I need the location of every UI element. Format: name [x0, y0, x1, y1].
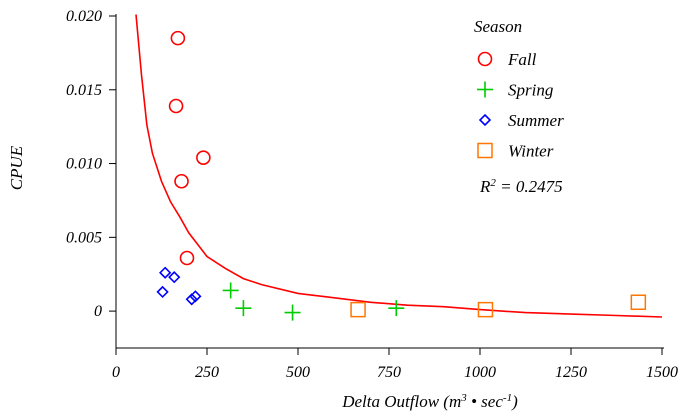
summer-point [168, 271, 181, 284]
winter-point [630, 294, 647, 311]
y-tick-label: 0 [94, 303, 102, 320]
winter-point [350, 301, 366, 318]
spring-point [284, 304, 301, 321]
summer-point [156, 285, 169, 299]
fall-point [170, 30, 186, 46]
x-tick-label: 750 [377, 364, 401, 381]
spring-point [222, 282, 239, 299]
summer-point [185, 293, 198, 306]
legend-marker-spring [477, 81, 493, 98]
x-tick-label: 1500 [646, 364, 678, 381]
x-tick-label: 1000 [464, 364, 496, 381]
legend: Season Fall Spring Summer Winter [474, 17, 564, 161]
r-squared-annotation: R2 = 0.2475 [479, 177, 563, 196]
fall-point [179, 250, 195, 266]
legend-marker-fall [477, 51, 493, 67]
fit-curve-line [135, 14, 663, 318]
legend-marker-summer [478, 113, 492, 127]
spring-point [388, 300, 405, 317]
legend-label-winter: Winter [508, 142, 554, 161]
x-tick-label: 250 [195, 364, 219, 381]
legend-title: Season [474, 17, 522, 36]
legend-label-fall: Fall [507, 50, 537, 69]
legend-label-summer: Summer [508, 111, 564, 130]
x-axis-title: Delta Outflow (m3 • sec-1) [341, 392, 518, 411]
x-tick-label: 1250 [555, 364, 587, 381]
spring-point [235, 300, 252, 317]
axes: 0 0.005 0.010 0.015 0.020 0 250 500 750 1000 1250 1… [66, 8, 678, 381]
y-tick-label: 0.005 [66, 229, 102, 246]
legend-marker-winter [477, 142, 493, 159]
fall-point [196, 150, 211, 165]
y-axis-title: CPUE [7, 145, 26, 190]
x-tick-label: 0 [112, 364, 120, 381]
y-tick-label: 0.020 [66, 8, 102, 25]
fit-curve-layer [135, 14, 663, 318]
data-points-layer [156, 30, 647, 321]
legend-items: Fall Spring Summer Winter [477, 50, 564, 161]
y-tick-label: 0.015 [66, 82, 102, 99]
summer-point [159, 266, 172, 279]
x-tick-label: 500 [286, 364, 310, 381]
legend-label-spring: Spring [508, 81, 553, 100]
fall-point [174, 173, 189, 189]
y-tick-label: 0.010 [66, 156, 102, 173]
fall-point [168, 98, 184, 114]
winter-point [477, 301, 494, 318]
